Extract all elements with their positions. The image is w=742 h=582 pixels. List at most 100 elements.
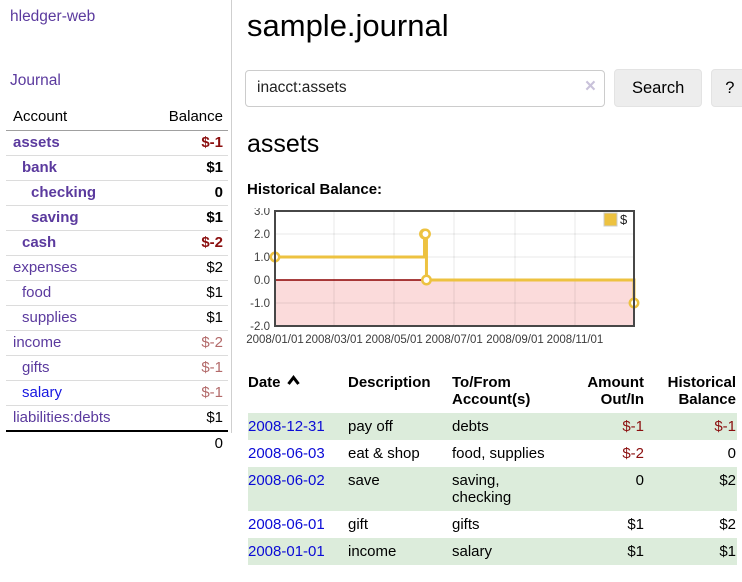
transaction-description: income bbox=[348, 543, 397, 560]
sort-ascending-icon bbox=[286, 375, 300, 385]
transaction-date-cell: 2008-01-01 bbox=[248, 538, 348, 565]
account-balance: $2 bbox=[142, 255, 228, 281]
balance-column-header: Balance bbox=[142, 104, 228, 131]
transaction-balance: $1 bbox=[719, 543, 736, 560]
transaction-accounts: food, supplies bbox=[452, 445, 545, 462]
y-tick-label: -2.0 bbox=[250, 321, 270, 333]
sidebar-item-journal[interactable]: Journal bbox=[10, 72, 61, 89]
clear-search-icon[interactable]: × bbox=[584, 75, 596, 97]
total-spacer bbox=[6, 430, 143, 456]
account-cell: liabilities:debts bbox=[6, 405, 143, 431]
account-balance: $-2 bbox=[142, 330, 228, 356]
transaction-description: save bbox=[348, 472, 380, 489]
search-input[interactable] bbox=[245, 69, 605, 107]
y-tick-label: 1.0 bbox=[254, 252, 270, 264]
y-tick-label: -1.0 bbox=[250, 298, 270, 310]
account-link[interactable]: income bbox=[13, 334, 62, 351]
account-row: income $-2 bbox=[6, 330, 228, 356]
transaction-balance: $2 bbox=[719, 472, 736, 489]
account-link[interactable]: salary bbox=[22, 384, 63, 401]
account-cell: bank bbox=[6, 155, 143, 181]
account-row: bank $1 bbox=[6, 155, 228, 181]
transaction-description: pay off bbox=[348, 418, 393, 435]
account-cell: checking bbox=[6, 180, 143, 206]
account-heading: assets bbox=[247, 130, 320, 158]
account-cell: food bbox=[6, 280, 143, 306]
account-balance: $1 bbox=[142, 155, 228, 181]
transaction-date-link[interactable]: 2008-06-03 bbox=[248, 445, 325, 462]
transaction-accounts: saving, checking bbox=[452, 472, 512, 506]
account-link[interactable]: gifts bbox=[22, 359, 50, 376]
help-button[interactable]: ? bbox=[711, 69, 742, 107]
account-balance: $1 bbox=[142, 405, 228, 431]
transaction-accounts: debts bbox=[452, 418, 489, 435]
plot-border bbox=[274, 210, 635, 327]
legend-swatch bbox=[603, 212, 618, 227]
account-row: liabilities:debts $1 bbox=[6, 405, 228, 431]
account-balance: $1 bbox=[142, 205, 228, 231]
transaction-amount: $1 bbox=[627, 516, 644, 533]
account-link[interactable]: bank bbox=[22, 159, 58, 176]
register-header-row: Date Description To/From Account(s) Amou… bbox=[248, 370, 737, 413]
x-tick-label: 2008/03/01 bbox=[305, 334, 363, 346]
x-tick-label: 2008/01/01 bbox=[246, 334, 304, 346]
y-tick-label: 3.0 bbox=[254, 208, 270, 218]
transaction-description: eat & shop bbox=[348, 445, 420, 462]
account-cell: cash bbox=[6, 230, 143, 256]
account-row: saving $1 bbox=[6, 205, 228, 231]
account-row: expenses $2 bbox=[6, 255, 228, 281]
transaction-row: 2008-06-01 gift gifts $1 $2 bbox=[248, 511, 737, 538]
amount-column-header: Amount Out/In bbox=[587, 374, 644, 408]
transaction-date-link[interactable]: 2008-01-01 bbox=[248, 543, 325, 560]
transaction-description: gift bbox=[348, 516, 369, 533]
main-content: sample.journal × Search ? assets Histori… bbox=[237, 0, 742, 565]
chart-title: Historical Balance: bbox=[247, 181, 383, 198]
account-link[interactable]: supplies bbox=[22, 309, 78, 326]
accounts-total-row: 0 bbox=[6, 430, 228, 456]
search-button[interactable]: Search bbox=[614, 69, 703, 107]
account-balance: $1 bbox=[142, 305, 228, 331]
account-row: checking 0 bbox=[6, 180, 228, 206]
account-row: salary $-1 bbox=[6, 380, 228, 406]
transaction-balance: $2 bbox=[719, 516, 736, 533]
account-link[interactable]: food bbox=[22, 284, 52, 301]
transaction-accounts: salary bbox=[452, 543, 493, 560]
accounts-table-header: Account Balance bbox=[6, 104, 228, 131]
app-title-link[interactable]: hledger-web bbox=[10, 8, 96, 25]
account-link[interactable]: cash bbox=[22, 234, 57, 251]
account-cell: saving bbox=[6, 205, 143, 231]
account-row: gifts $-1 bbox=[6, 355, 228, 381]
account-column-header: Account bbox=[6, 104, 143, 131]
account-balance: $1 bbox=[142, 280, 228, 306]
transaction-date-link[interactable]: 2008-12-31 bbox=[248, 418, 325, 435]
transaction-date-link[interactable]: 2008-06-01 bbox=[248, 516, 325, 533]
historical-balance-chart: 3.0 2.0 1.0 0.0 -1.0 -2.0 2008/01/01 2008/03/01… bbox=[245, 208, 734, 353]
account-link[interactable]: liabilities:debts bbox=[13, 409, 111, 426]
account-row: assets $-1 bbox=[6, 131, 228, 156]
transaction-row: 2008-06-02 save saving, checking 0 $2 bbox=[248, 467, 737, 511]
transaction-date-link[interactable]: 2008-06-02 bbox=[248, 472, 325, 489]
account-cell: expenses bbox=[6, 255, 143, 281]
account-cell: assets bbox=[6, 131, 143, 156]
date-column-header[interactable]: Date bbox=[248, 370, 348, 413]
account-link[interactable]: expenses bbox=[13, 259, 78, 276]
account-row: cash $-2 bbox=[6, 230, 228, 256]
transaction-amount: $-2 bbox=[622, 445, 644, 462]
sidebar: hledger-web Journal Account Balance asse… bbox=[0, 0, 232, 456]
accounts-column-header: To/From Account(s) bbox=[452, 374, 531, 408]
account-cell: gifts bbox=[6, 355, 143, 381]
page-title: sample.journal bbox=[247, 8, 449, 43]
transaction-row: 2008-12-31 pay off debts $-1 $-1 bbox=[248, 413, 737, 440]
x-tick-label: 2008/05/01 bbox=[365, 334, 423, 346]
transaction-row: 2008-06-03 eat & shop food, supplies $-2… bbox=[248, 440, 737, 467]
account-link[interactable]: assets bbox=[13, 134, 60, 151]
accounts-total-value: 0 bbox=[142, 430, 228, 456]
register-table: Date Description To/From Account(s) Amou… bbox=[248, 370, 737, 565]
transaction-balance: 0 bbox=[727, 445, 736, 462]
x-tick-label: 2008/07/01 bbox=[425, 334, 483, 346]
account-link[interactable]: saving bbox=[31, 209, 79, 226]
account-cell: supplies bbox=[6, 305, 143, 331]
transaction-amount: 0 bbox=[635, 472, 644, 489]
account-link[interactable]: checking bbox=[31, 184, 97, 201]
